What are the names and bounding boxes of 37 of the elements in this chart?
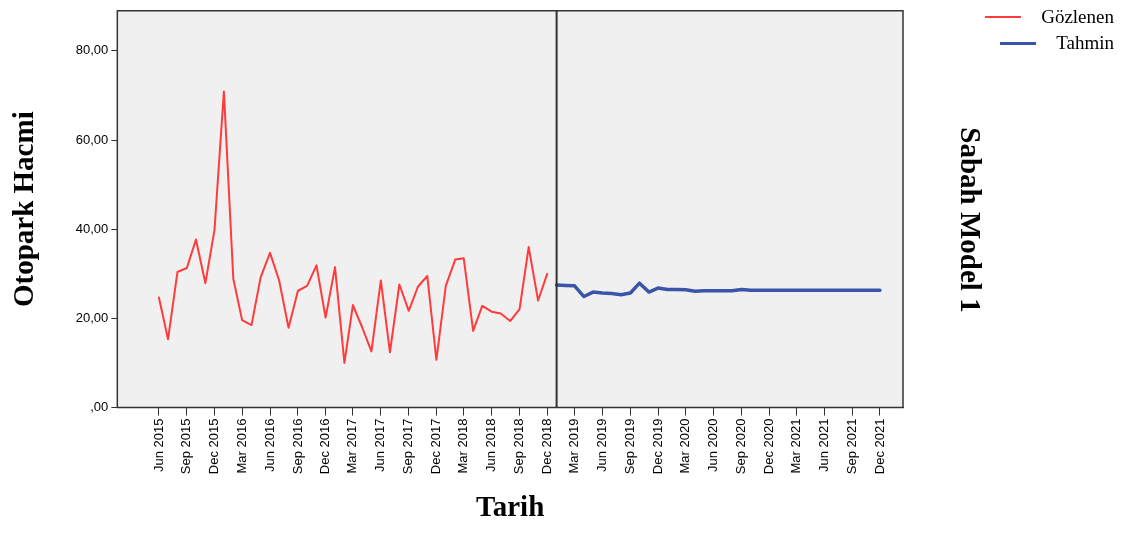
text: Sabah Model 1 [953,127,987,313]
x-tick-label: Sep 2016 [289,418,305,475]
y-tick-label: ,00 [90,399,109,415]
legend-label: Tahmin [1056,32,1114,54]
x-tick-label: Dec 2020 [760,418,776,475]
x-tick-label: Sep 2021 [843,418,859,475]
x-tick-label: Sep 2018 [511,418,527,475]
y-axis-title: Otopark Hacmi [6,111,39,308]
y-tick-label: 80,00 [75,42,109,58]
x-tick-label: Mar 2020 [677,418,693,474]
y-tick-label: 20,00 [75,309,109,325]
x-tick-label: Sep 2017 [400,418,416,475]
x-tick-label: Mar 2017 [344,418,360,474]
x-tick-label: Dec 2016 [317,418,333,475]
x-tick-label: Mar 2021 [788,418,804,474]
x-tick-label: Jun 2017 [372,418,388,473]
legend-label: Gözlenen [1041,6,1114,28]
x-tick-label: Mar 2018 [455,418,471,474]
x-tick-label: Dec 2021 [871,418,887,475]
x-tick-label: Mar 2016 [233,418,249,474]
x-axis-title: Tarih [476,490,545,523]
y-tick-label: 40,00 [75,220,109,236]
x-tick-label: Jun 2019 [594,418,610,473]
x-tick-label: Dec 2018 [538,418,554,475]
x-tick-label: Dec 2015 [206,418,222,475]
x-tick-label: Sep 2020 [733,418,749,475]
x-tick-label: Mar 2019 [566,418,582,474]
x-tick-label: Jun 2020 [705,418,721,473]
x-tick-label: Dec 2017 [427,418,443,475]
x-tick-label: Jun 2021 [815,418,831,473]
x-tick-label: Jun 2018 [483,418,499,473]
x-tick-label: Dec 2019 [649,418,665,475]
x-tick-label: Jun 2016 [261,418,277,473]
x-tick-label: Sep 2019 [621,418,637,475]
y-tick-label: 60,00 [75,131,109,147]
x-tick-label: Sep 2015 [178,418,194,475]
x-tick-label: Jun 2015 [150,418,166,473]
